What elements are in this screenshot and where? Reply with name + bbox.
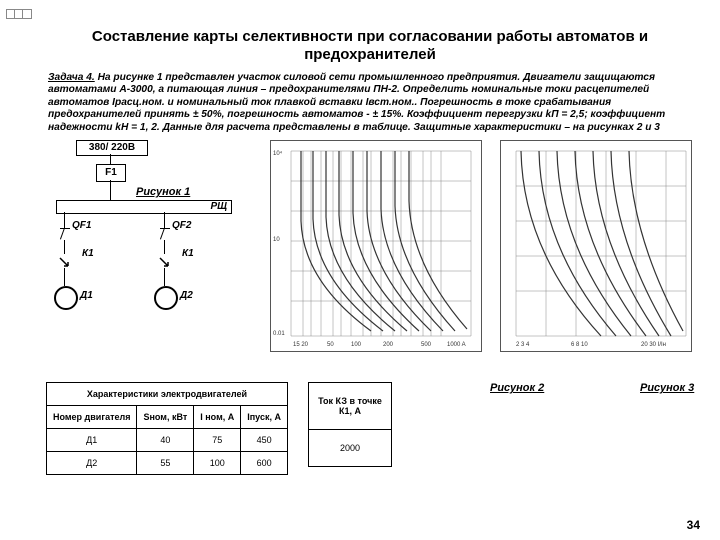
cell: 450: [241, 429, 288, 452]
chart-1: 15 20 50 100 200 500 1000 A 10⁴ 10 0.01: [270, 140, 482, 352]
d1-label: Д1: [80, 290, 93, 301]
svg-text:0.01: 0.01: [273, 331, 285, 337]
ris3-label: Рисунок 3: [640, 382, 694, 394]
page-number: 34: [687, 518, 700, 532]
svg-text:100: 100: [351, 342, 362, 348]
chart-2: 2 3 4 6 8 10 20 30 I/Iн: [500, 140, 692, 352]
svg-text:10⁴: 10⁴: [273, 150, 283, 157]
svg-text:20 30 I/Iн: 20 30 I/Iн: [641, 342, 666, 348]
motor-characteristics-table: Характеристики электродвигателей Номер д…: [46, 382, 288, 475]
task-label: Задача 4.: [48, 72, 95, 83]
cell: Д2: [47, 452, 137, 475]
col-header: I ном, А: [194, 406, 241, 429]
svg-text:200: 200: [383, 342, 394, 348]
k1-right-label: К1: [182, 248, 194, 259]
d2-label: Д2: [180, 290, 193, 301]
col-header: Номер двигателя: [47, 406, 137, 429]
col-header: Iпуск, А: [241, 406, 288, 429]
table1-caption: Характеристики электродвигателей: [47, 383, 288, 406]
svg-text:6 8 10: 6 8 10: [571, 342, 588, 348]
motor-d2-icon: [154, 286, 178, 310]
svg-text:10: 10: [273, 237, 280, 243]
table2-header: Ток КЗ в точке К1, А: [308, 383, 391, 430]
short-circuit-table: Ток КЗ в точке К1, А 2000: [308, 382, 392, 467]
ris2-label: Рисунок 2: [490, 382, 544, 394]
voltage-box: 380/ 220В: [76, 140, 148, 156]
svg-text:2 3 4: 2 3 4: [516, 342, 530, 348]
content-row: 380/ 220В F1 Рисунок 1 РЩ QF1 К1 Д1 QF2 …: [0, 134, 720, 474]
ris1-label: Рисунок 1: [136, 186, 190, 198]
f1-box: F1: [96, 164, 126, 182]
cell: 100: [194, 452, 241, 475]
cell: 40: [137, 429, 194, 452]
k1-left-label: К1: [82, 248, 94, 259]
cell: 75: [194, 429, 241, 452]
cell: 600: [241, 452, 288, 475]
motor-d1-icon: [54, 286, 78, 310]
cell: 55: [137, 452, 194, 475]
svg-text:500: 500: [421, 342, 432, 348]
slide-title: Составление карты селективности при согл…: [0, 0, 720, 72]
svg-text:1000 A: 1000 A: [447, 342, 466, 348]
cell: 2000: [308, 430, 391, 467]
task-paragraph: Задача 4. На рисунке 1 представлен участ…: [0, 72, 720, 134]
qf1-label: QF1: [72, 220, 91, 231]
rsch-bus: РЩ: [56, 200, 232, 214]
qf2-label: QF2: [172, 220, 191, 231]
circuit-diagram: 380/ 220В F1 Рисунок 1 РЩ QF1 К1 Д1 QF2 …: [46, 140, 256, 370]
svg-text:15 20: 15 20: [293, 342, 309, 348]
col-header: Sном, кВт: [137, 406, 194, 429]
tables-row: Характеристики электродвигателей Номер д…: [46, 382, 392, 475]
slide-bullet-decor: [6, 6, 30, 24]
task-body: На рисунке 1 представлен участок силовой…: [48, 72, 665, 133]
svg-text:50: 50: [327, 342, 334, 348]
cell: Д1: [47, 429, 137, 452]
